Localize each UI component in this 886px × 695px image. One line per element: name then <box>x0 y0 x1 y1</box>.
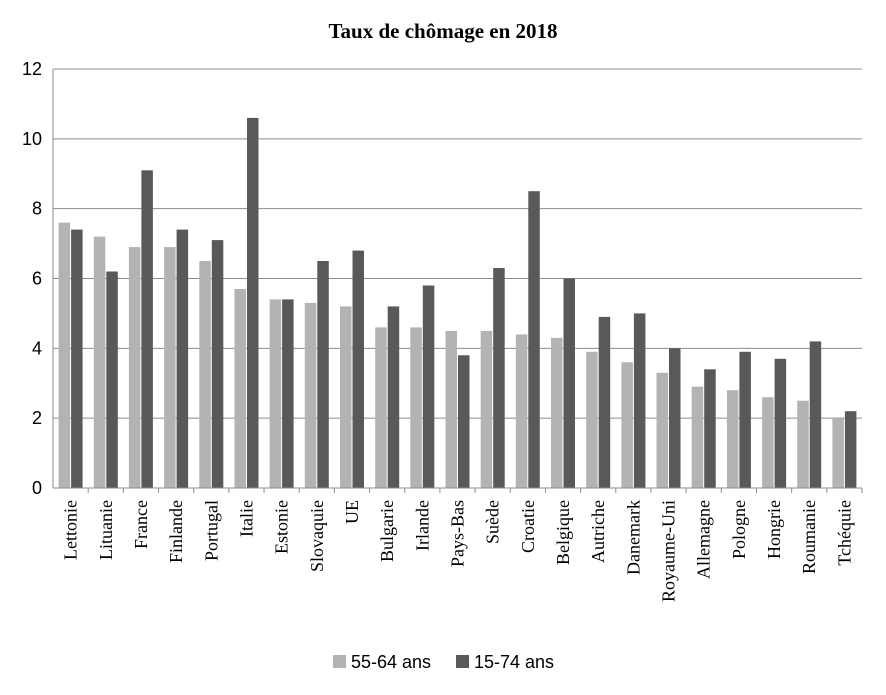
bar-55-64 <box>621 362 633 488</box>
bar-15-74 <box>633 313 646 488</box>
y-axis: 0 2 4 6 8 10 12 <box>22 59 54 498</box>
bar-55-64 <box>656 372 668 488</box>
y-tick-label: 4 <box>32 338 42 358</box>
bar-15-74 <box>352 250 364 488</box>
x-tick-label: Belgique <box>553 500 573 565</box>
bar-15-74 <box>106 271 118 488</box>
legend: 55-64 ans 15-74 ans <box>333 652 554 672</box>
bar-55-64 <box>375 327 387 488</box>
y-tick-label: 2 <box>32 408 42 428</box>
bar-15-74 <box>247 117 259 489</box>
bars <box>58 117 857 489</box>
x-tick-label: Roumanie <box>799 500 819 574</box>
bar-55-64 <box>340 306 352 488</box>
x-tick-label: Lituanie <box>96 500 116 560</box>
bar-15-74 <box>458 355 470 488</box>
bar-15-74 <box>282 299 294 488</box>
bar-55-64 <box>234 289 246 488</box>
bar-55-64 <box>445 330 457 488</box>
x-tick-label: Italie <box>237 500 257 537</box>
x-tick-label: Autriche <box>588 500 608 563</box>
x-tick-label: Portugal <box>201 500 221 561</box>
x-axis: Lettonie Lituanie France Finlande Portugal It… <box>53 487 863 602</box>
bar-15-74 <box>669 348 681 488</box>
x-tick-label: Irlande <box>412 500 432 551</box>
bar-55-64 <box>586 351 598 488</box>
bar-15-74 <box>598 316 611 488</box>
bar-15-74 <box>317 261 329 488</box>
bar-15-74 <box>176 229 189 488</box>
chart-title: Taux de chômage en 2018 <box>328 19 557 43</box>
bar-15-74 <box>211 240 224 488</box>
x-tick-label: Finlande <box>166 500 186 563</box>
bar-15-74 <box>528 191 540 488</box>
y-tick-label: 6 <box>32 269 42 289</box>
bar-15-74 <box>141 170 153 489</box>
bar-55-64 <box>691 386 704 488</box>
bar-55-64 <box>304 302 317 488</box>
x-tick-label: France <box>131 500 151 549</box>
bar-55-64 <box>515 334 528 488</box>
bar-55-64 <box>726 390 739 488</box>
bar-55-64 <box>480 330 493 488</box>
y-tick-label: 12 <box>22 59 42 79</box>
bar-15-74 <box>422 285 435 488</box>
x-tick-label: Suède <box>483 500 503 544</box>
x-tick-label: Allemagne <box>694 500 714 579</box>
x-tick-label: Pays-Bas <box>448 500 468 567</box>
x-tick-label: UE <box>342 500 362 524</box>
bar-55-64 <box>269 299 282 488</box>
y-tick-label: 0 <box>32 478 42 498</box>
x-tick-label: Bulgarie <box>377 500 397 562</box>
legend-label-15-74: 15-74 ans <box>474 652 554 672</box>
x-tick-label: Tchéquie <box>834 500 854 566</box>
bar-15-74 <box>844 411 857 488</box>
x-tick-label: Estonie <box>272 500 292 554</box>
bar-15-74 <box>387 306 400 488</box>
x-tick-label: Lettonie <box>61 500 81 560</box>
x-tick-label: Slovaquie <box>307 500 327 572</box>
bar-55-64 <box>93 236 106 488</box>
x-tick-label: Croatie <box>518 500 538 553</box>
x-tick-label: Royaume-Uni <box>659 500 679 602</box>
y-tick-label: 10 <box>22 129 42 149</box>
bar-55-64 <box>832 418 844 488</box>
legend-swatch-15-74 <box>456 655 469 668</box>
legend-swatch-55-64 <box>333 655 346 668</box>
bar-15-74 <box>704 369 716 488</box>
bar-15-74 <box>493 268 505 488</box>
y-tick-label: 8 <box>32 199 42 219</box>
bar-55-64 <box>762 397 774 488</box>
x-tick-label: Hongrie <box>764 500 784 559</box>
bar-55-64 <box>551 337 563 488</box>
bar-55-64 <box>164 247 176 488</box>
x-tick-label: Pologne <box>729 500 749 559</box>
bar-15-74 <box>71 229 83 488</box>
bar-15-74 <box>739 351 751 488</box>
bar-15-74 <box>563 278 575 488</box>
bar-55-64 <box>128 247 141 488</box>
bar-15-74 <box>774 358 787 488</box>
bar-15-74 <box>809 341 822 488</box>
bar-55-64 <box>797 400 809 488</box>
bar-55-64 <box>58 222 71 488</box>
legend-label-55-64: 55-64 ans <box>351 652 431 672</box>
bar-55-64 <box>410 327 422 488</box>
bar-55-64 <box>199 261 211 488</box>
x-tick-label: Danemark <box>623 500 643 575</box>
